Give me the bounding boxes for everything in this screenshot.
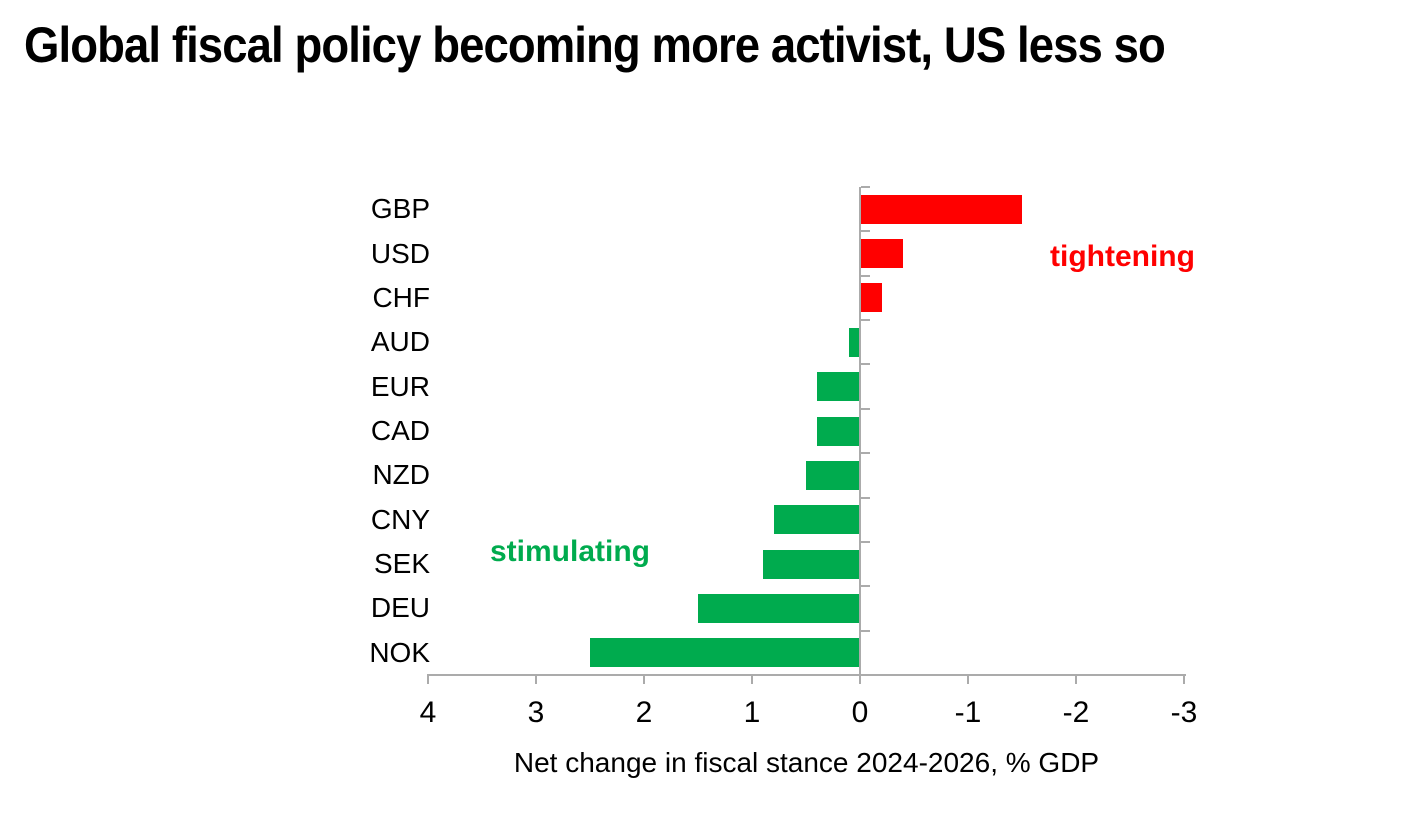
x-axis-tick <box>1075 674 1077 684</box>
x-axis-line <box>428 674 1186 676</box>
x-tick-label-4: 4 <box>419 696 437 729</box>
zero-axis-tick <box>861 540 870 543</box>
x-tick-label-0: 0 <box>851 696 869 729</box>
zero-axis-tick <box>861 452 870 455</box>
chart-title: Global fiscal policy becoming more activ… <box>24 17 1166 73</box>
zero-axis-tick <box>861 186 870 188</box>
zero-axis-tick <box>861 319 870 322</box>
x-axis-tick <box>643 674 645 684</box>
annotation-tightening: tightening <box>1050 240 1195 273</box>
x-tick-label--2: -2 <box>1062 696 1090 729</box>
x-axis-tick <box>427 674 429 684</box>
bar-chf <box>860 283 882 313</box>
x-axis-label: Net change in fiscal stance 2024-2026, %… <box>513 747 1100 778</box>
category-label-gbp: GBP <box>370 193 430 225</box>
x-tick-label--3: -3 <box>1170 696 1198 729</box>
zero-axis-tick <box>861 629 870 632</box>
bar-nzd <box>806 460 860 490</box>
zero-axis-line <box>859 187 861 675</box>
x-tick-label-3: 3 <box>527 696 545 729</box>
bar-nok <box>590 638 860 668</box>
x-axis-tick <box>1183 674 1185 684</box>
zero-axis-tick <box>861 407 870 410</box>
x-axis-tick <box>859 674 861 684</box>
bar-cad <box>816 416 860 446</box>
bar-gbp <box>860 194 1022 224</box>
zero-axis-tick <box>861 496 870 499</box>
bar-eur <box>816 372 860 402</box>
x-tick-label-2: 2 <box>635 696 653 729</box>
x-axis-tick <box>751 674 753 684</box>
category-label-nok: NOK <box>369 636 430 668</box>
bar-cny <box>773 505 860 535</box>
zero-axis-tick <box>861 274 870 277</box>
x-tick-label--1: -1 <box>954 696 982 729</box>
bar-usd <box>860 239 904 269</box>
category-label-usd: USD <box>370 237 430 269</box>
category-label-chf: CHF <box>372 281 430 313</box>
zero-axis-tick <box>861 230 870 233</box>
x-axis-tick <box>967 674 969 684</box>
category-label-cad: CAD <box>370 415 430 446</box>
bar-sek <box>762 549 860 579</box>
category-label-nzd: NZD <box>372 459 430 491</box>
category-label-deu: DEU <box>370 592 430 624</box>
category-label-cny: CNY <box>370 503 430 535</box>
x-axis-tick <box>535 674 537 684</box>
category-label-sek: SEK <box>373 548 430 580</box>
category-label-eur: EUR <box>370 370 430 402</box>
annotation-stimulating: stimulating <box>490 535 651 568</box>
bar-deu <box>698 593 860 623</box>
zero-axis-tick <box>861 585 870 588</box>
x-tick-label-1: 1 <box>743 696 761 729</box>
zero-axis-tick <box>861 363 870 366</box>
category-label-aud: AUD <box>370 326 430 358</box>
bar-aud <box>849 327 860 357</box>
